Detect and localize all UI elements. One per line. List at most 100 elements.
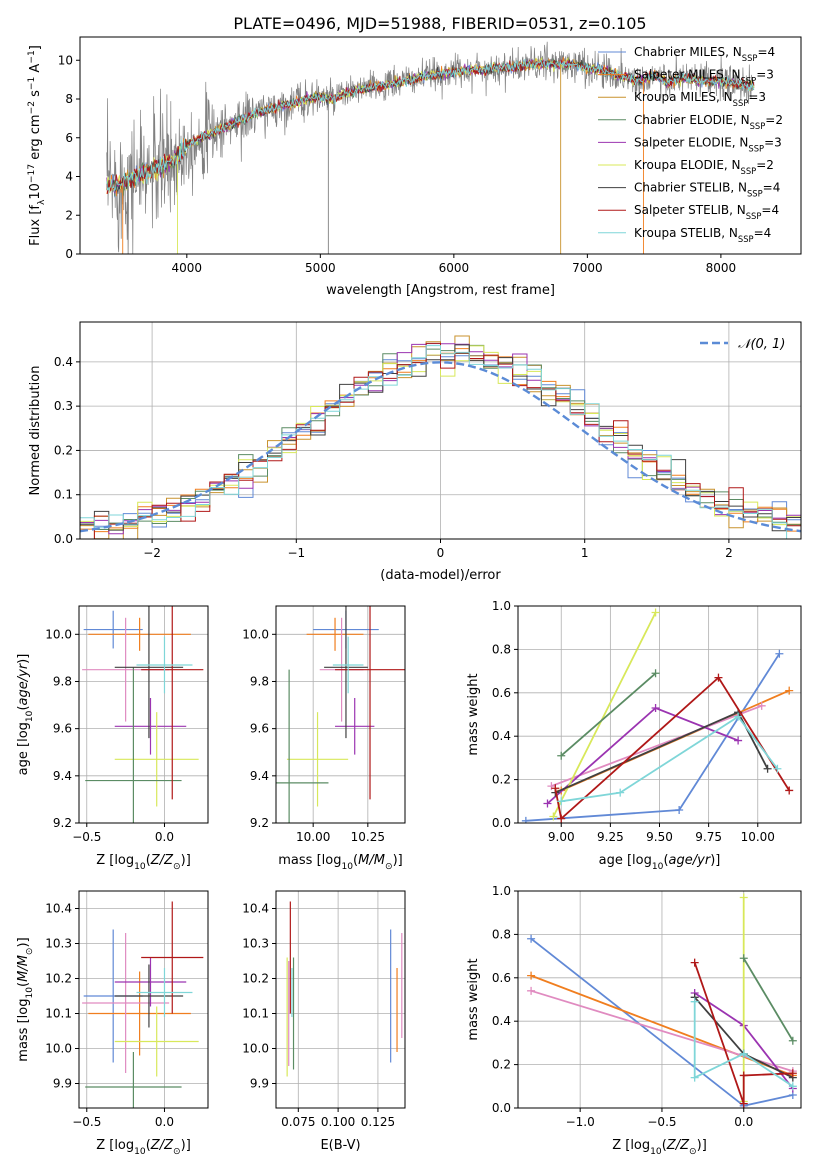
axes-mass_vs_Z: −0.5 0.0 9.9 10.0 10.1 10.2 10.3 10.4 Z [log10(Z…: [16, 890, 209, 1157]
y-tick-label: 10.0: [242, 627, 269, 641]
y-tick-label: 9.2: [53, 816, 72, 830]
weight-marker: [690, 997, 699, 1006]
y-tick-label: 10.2: [45, 972, 72, 986]
y-tick-label: 9.8: [250, 674, 269, 688]
x-tick-label: −1.0: [566, 1115, 595, 1129]
y-axis-label: Flux [fλ10−17 erg cm−2 s−1 A−1]: [27, 45, 47, 246]
weight-marker: [763, 764, 772, 773]
weight-line: [561, 715, 779, 803]
y-tick-label: 10.1: [242, 1007, 269, 1021]
axes-age_vs_mass: 10.00 10.25 9.2 9.4 9.6 9.8 10.0 mass [log10(M/…: [242, 605, 406, 872]
weight-marker: [690, 1073, 699, 1082]
x-tick-label: 1: [581, 546, 589, 560]
weight-marker: [739, 1099, 748, 1108]
x-tick-label: 0.075: [281, 1115, 315, 1129]
weight-line: [742, 957, 794, 1042]
x-tick-label: 0.0: [734, 1115, 753, 1129]
y-tick-label: 0.0: [492, 816, 511, 830]
weight-marker: [734, 712, 743, 721]
x-tick-label: 9.25: [597, 830, 624, 844]
weight-marker: [690, 958, 699, 967]
axes-frame: [275, 890, 406, 1109]
y-tick-label: 0.8: [492, 927, 511, 941]
x-tick-label: −1: [287, 546, 305, 560]
weight-line: [693, 1001, 794, 1088]
x-tick-label: 6000: [439, 261, 470, 275]
y-axis-label: Normed distribution: [28, 366, 43, 496]
histogram-step: [80, 342, 801, 539]
axes-age_vs_Z: −0.5 0.0 9.2 9.4 9.6 9.8 10.0 Z [log10(Z/Z⊙)] ag…: [16, 605, 209, 872]
weight-marker: [549, 812, 558, 821]
weight-marker: [773, 764, 782, 773]
y-tick-label: 6: [65, 131, 73, 145]
weight-marker: [775, 649, 784, 658]
y-tick-label: 9.4: [53, 769, 72, 783]
weight-line: [546, 706, 739, 805]
axes-frame: [78, 605, 209, 824]
x-axis-label: mass [log10(M/M⊙)]: [278, 853, 402, 872]
x-axis-label: (data-model)/error: [380, 568, 501, 583]
x-tick-label: 4000: [172, 261, 203, 275]
weight-marker: [557, 797, 566, 806]
axes-frame: [79, 321, 802, 540]
y-tick-label: 0.8: [492, 642, 511, 656]
y-tick-label: 8: [65, 92, 73, 106]
y-axis-label: age [log10(age/yr)]: [16, 654, 35, 776]
weight-marker: [651, 608, 660, 617]
axes-residuals: −2 −1 0 1 2 0.0 0.1 0.2 0.3 0.4 𝒩(0, 1) (data-model…: [28, 321, 802, 583]
weight-marker: [527, 971, 536, 980]
legend-entry: Kroupa ELODIE, NSSP=2: [634, 158, 774, 176]
y-tick-label: 1.0: [492, 599, 511, 613]
x-axis-label: wavelength [Angstrom, rest frame]: [326, 283, 555, 298]
y-tick-label: 9.6: [53, 722, 72, 736]
y-tick-label: 10.0: [242, 1042, 269, 1056]
x-tick-label: −0.5: [647, 1115, 676, 1129]
y-tick-label: 9.6: [250, 722, 269, 736]
x-tick-label: 10.25: [351, 830, 385, 844]
plot-area-age_vs_Z: [79, 606, 208, 823]
histogram-step: [80, 345, 801, 531]
weight-marker: [739, 893, 748, 902]
y-tick-label: 0.4: [54, 355, 73, 369]
y-tick-label: 10.0: [45, 627, 72, 641]
axes-mass_vs_ebv: 0.075 0.100 0.125 9.9 10.0 10.1 10.2 10.3 10.4 E(…: [242, 890, 406, 1153]
weight-marker: [651, 703, 660, 712]
plot-area-residuals: [80, 322, 801, 539]
x-tick-label: 2: [725, 546, 733, 560]
x-tick-label: 10.00: [296, 830, 330, 844]
weight-marker: [739, 1049, 748, 1058]
y-tick-label: 0.2: [54, 443, 73, 457]
x-tick-label: 9.75: [695, 830, 722, 844]
y-tick-label: 10.3: [45, 937, 72, 951]
weight-marker: [527, 986, 536, 995]
x-tick-label: 0.0: [155, 830, 174, 844]
legend-entry: Chabrier STELIB, NSSP=4: [634, 181, 780, 199]
y-axis-label: mass [log10(M/M⊙)]: [16, 937, 35, 1061]
y-tick-label: 10.4: [45, 902, 72, 916]
plot-area-age_vs_mass: [276, 606, 405, 823]
plot-area-mass_vs_Z: [79, 891, 208, 1108]
weight-marker: [788, 1036, 797, 1045]
weight-marker: [734, 736, 743, 745]
weight-marker: [651, 669, 660, 678]
y-tick-label: 10.3: [242, 937, 269, 951]
y-axis-label: mass weight: [466, 958, 481, 1040]
axes-frame: [79, 36, 802, 255]
y-tick-label: 10: [58, 53, 73, 67]
spectrum-model-line: [106, 59, 755, 194]
x-tick-label: −0.5: [72, 830, 101, 844]
x-tick-label: 8000: [706, 261, 737, 275]
axes-spectrum: 4000 5000 6000 7000 8000 0 2 4 6 8 10 Chabrier MILE…: [27, 36, 802, 298]
x-tick-label: 0.100: [321, 1115, 355, 1129]
weight-marker: [527, 934, 536, 943]
x-axis-label: E(B-V): [320, 1138, 360, 1153]
y-tick-label: 0.1: [54, 488, 73, 502]
gaussian-curve: [80, 361, 801, 533]
y-tick-label: 0.2: [492, 773, 511, 787]
legend-entry: Chabrier ELODIE, NSSP=2: [634, 113, 783, 131]
x-tick-label: 0: [437, 546, 445, 560]
plot-area-mass_vs_ebv: [276, 891, 405, 1108]
legend-entry: Salpeter MILES, NSSP=3: [634, 68, 774, 86]
y-tick-label: 9.9: [250, 1077, 269, 1091]
